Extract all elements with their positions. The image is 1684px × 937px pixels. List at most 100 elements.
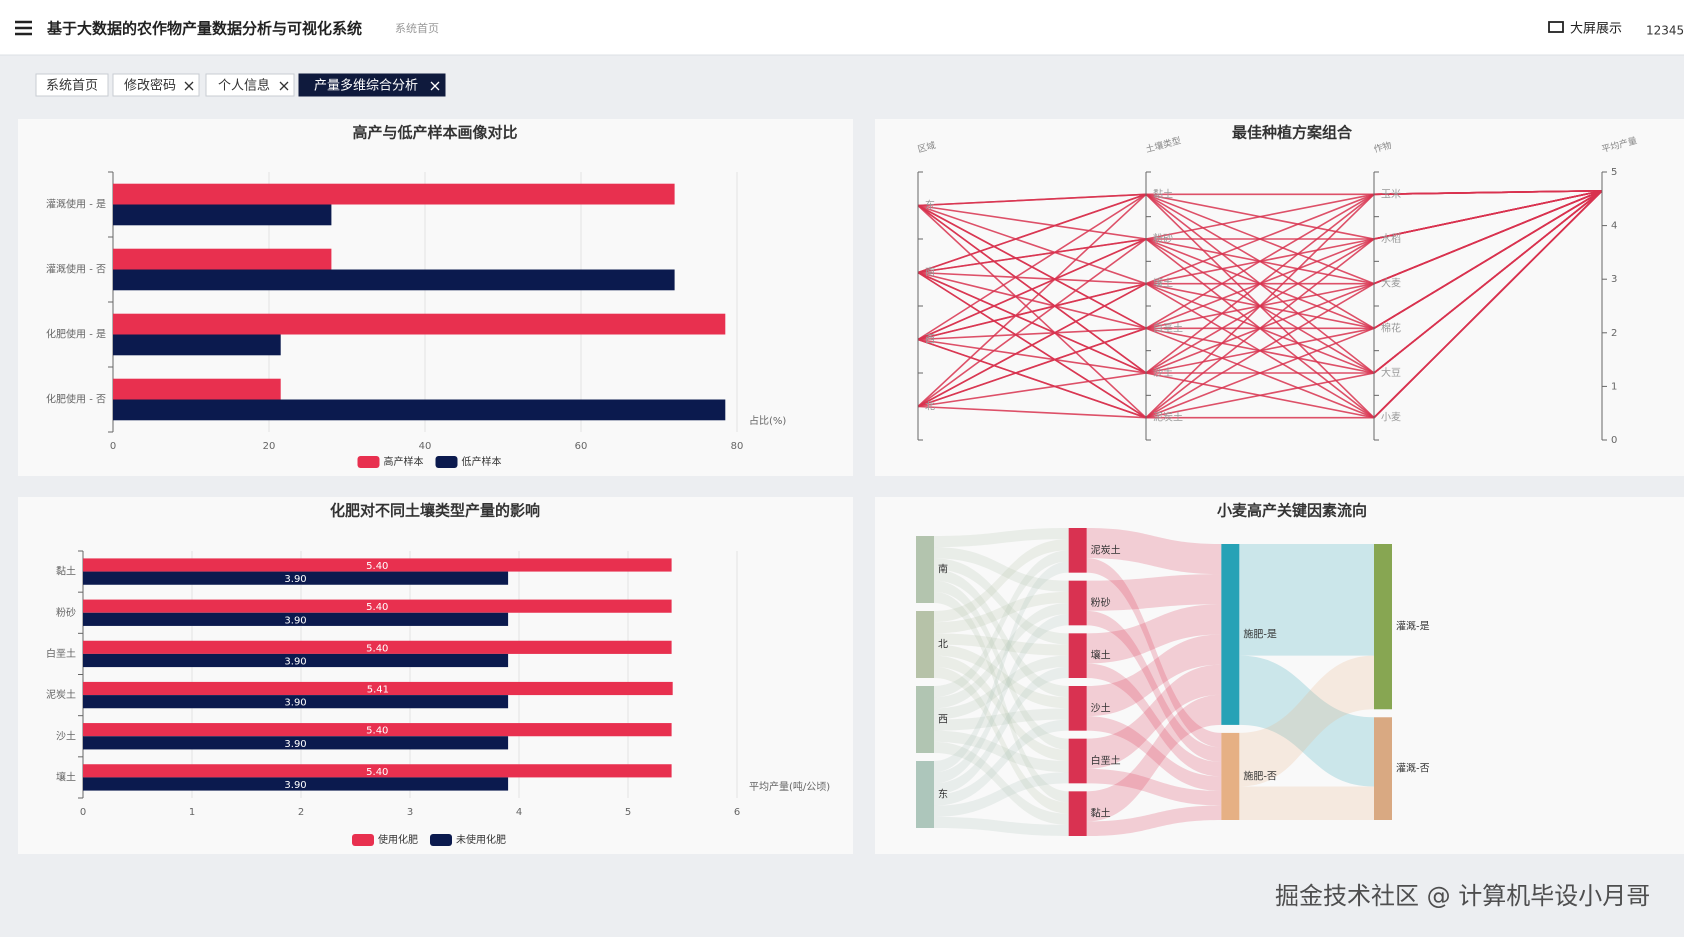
category-label: 北 xyxy=(925,401,935,413)
y-tick-label: 壤土 xyxy=(56,770,76,783)
sankey-node xyxy=(1068,633,1087,678)
tab-label[interactable]: 产量多维综合分析 xyxy=(314,78,418,94)
bar xyxy=(113,248,332,270)
sankey-link xyxy=(934,708,1069,731)
value-label: 5.40 xyxy=(366,561,388,572)
sankey-link xyxy=(1086,528,1222,575)
sankey-node xyxy=(1068,528,1087,573)
sankey-node xyxy=(1221,732,1240,820)
legend-label[interactable]: 低产样本 xyxy=(462,455,502,468)
bar xyxy=(83,777,509,791)
parallel-line xyxy=(917,190,1603,419)
category-label: 黏土 xyxy=(1153,187,1173,200)
header-bar xyxy=(0,0,1684,55)
x-axis-label: 占比(%) xyxy=(749,414,786,427)
sankey-link xyxy=(934,550,1069,698)
bar xyxy=(83,640,672,654)
sankey-link xyxy=(934,644,1069,709)
category-label: 大豆 xyxy=(1381,366,1401,379)
y-tick-label: 沙土 xyxy=(56,729,76,742)
y-tick-label: 灌溉使用 - 是 xyxy=(46,198,106,211)
sankey-node xyxy=(1068,580,1087,626)
parallel-line xyxy=(917,190,1603,419)
category-label: 水稻 xyxy=(1381,233,1401,245)
value-label: 3.90 xyxy=(284,615,306,626)
node-label: 泥炭土 xyxy=(1091,543,1121,556)
node-label: 北 xyxy=(938,639,948,651)
y-tick-label: 白垩土 xyxy=(46,647,76,660)
sankey-link xyxy=(934,561,1069,773)
tab[interactable] xyxy=(112,73,200,97)
value-label: 5.41 xyxy=(367,684,389,695)
value-label: 5.40 xyxy=(366,726,388,737)
y-tick-label: 2 xyxy=(1611,328,1617,339)
x-tick-label: 1 xyxy=(189,807,195,818)
tab-label[interactable]: 系统首页 xyxy=(46,79,98,94)
node-label: 壤土 xyxy=(1091,649,1111,662)
sankey-link xyxy=(934,603,1069,709)
watermark: 掘金技术社区 @ 计算机毕设小月哥 xyxy=(1275,882,1650,910)
bar xyxy=(113,313,726,335)
chart-panel xyxy=(875,119,1684,476)
tab-close[interactable] xyxy=(279,81,289,91)
legend-swatch[interactable] xyxy=(357,456,380,468)
sankey-link xyxy=(1239,786,1374,820)
sankey-link xyxy=(934,569,1069,698)
sankey-link xyxy=(1086,805,1222,836)
sankey-link xyxy=(934,614,1069,784)
category-label: 南 xyxy=(925,266,935,279)
sankey-link xyxy=(1086,663,1222,777)
node-label: 灌溉-否 xyxy=(1396,762,1430,775)
screen-icon[interactable] xyxy=(1548,21,1564,33)
legend-label[interactable]: 未使用化肥 xyxy=(456,833,506,846)
bar xyxy=(113,334,281,356)
tab[interactable] xyxy=(35,73,109,97)
sankey-link xyxy=(1086,634,1222,717)
node-label: 灌溉-是 xyxy=(1396,620,1430,633)
legend-label[interactable]: 高产样本 xyxy=(384,455,424,468)
sankey-node xyxy=(1221,544,1240,725)
x-tick-label: 20 xyxy=(263,441,276,452)
category-label: 大麦 xyxy=(1381,277,1401,290)
y-tick-label: 粉砂 xyxy=(56,606,76,619)
x-tick-label: 60 xyxy=(575,441,588,452)
tab[interactable] xyxy=(298,73,446,97)
tab[interactable] xyxy=(205,73,295,97)
sankey-link xyxy=(1239,655,1374,787)
legend-swatch[interactable] xyxy=(430,834,452,846)
tab-close[interactable] xyxy=(184,81,194,91)
sankey-node xyxy=(916,536,934,603)
screen-button[interactable]: 大屏展示 xyxy=(1570,22,1622,37)
sankey-link xyxy=(1086,558,1222,748)
bar xyxy=(83,764,672,778)
x-axis-label: 平均产量(吨/公顷) xyxy=(749,780,830,793)
value-label: 5.40 xyxy=(366,602,388,613)
chart-panel xyxy=(18,497,853,854)
parallel-line xyxy=(917,190,1603,419)
legend-swatch[interactable] xyxy=(435,456,458,468)
sankey-link xyxy=(934,666,1069,795)
legend-label[interactable]: 使用化肥 xyxy=(378,833,418,846)
bar xyxy=(113,399,726,421)
legend-swatch[interactable] xyxy=(352,834,374,846)
y-tick-label: 1 xyxy=(1611,381,1617,392)
sankey-link xyxy=(934,547,1069,592)
chart-title: 最佳种植方案组合 xyxy=(1232,124,1353,142)
bar xyxy=(113,378,281,400)
tab-label[interactable]: 修改密码 xyxy=(124,78,176,94)
y-tick-label: 化肥使用 - 是 xyxy=(46,328,106,341)
sankey-link xyxy=(934,539,1069,623)
tab-close[interactable] xyxy=(430,81,440,91)
tab-label[interactable]: 个人信息 xyxy=(218,78,270,94)
sankey-node xyxy=(916,686,934,753)
node-label: 东 xyxy=(938,788,948,801)
sankey-link xyxy=(934,816,1069,836)
sankey-link xyxy=(934,741,1069,825)
category-label: 西 xyxy=(925,335,935,346)
chart-panel xyxy=(18,119,853,476)
bar xyxy=(83,558,672,572)
chart-panel xyxy=(875,497,1684,854)
menu-icon[interactable] xyxy=(15,20,32,36)
